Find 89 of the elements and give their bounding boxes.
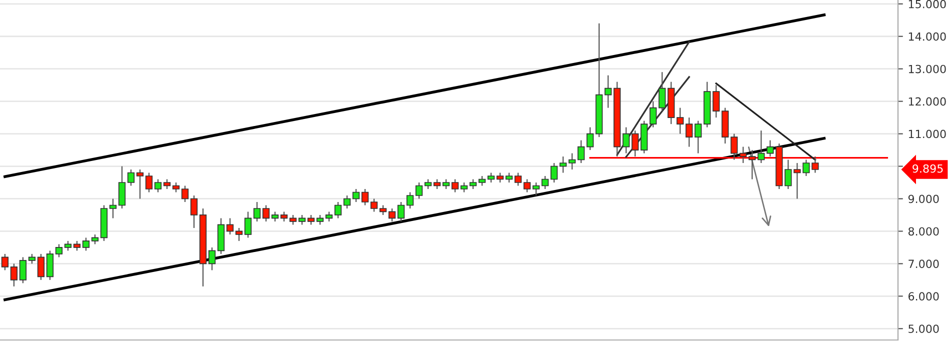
text: 9.895 (912, 164, 943, 173)
candlestick (226, 218, 234, 236)
candlestick (136, 168, 144, 200)
candlestick (325, 211, 333, 222)
y-tick-label: 5.000 (908, 324, 939, 334)
candlestick (784, 159, 792, 190)
candlestick (28, 253, 36, 264)
candlestick (271, 211, 279, 222)
candlestick (496, 172, 504, 184)
candlestick (514, 172, 522, 186)
candlestick (46, 250, 54, 280)
candlestick (586, 126, 594, 151)
candlestick (370, 198, 378, 212)
y-tick-label: 11.000 (908, 130, 946, 138)
candlestick (19, 256, 27, 284)
candlestick (604, 74, 612, 108)
candlestick (64, 240, 72, 252)
candlestick (452, 178, 459, 193)
candlestick (163, 178, 171, 190)
candlestick (748, 149, 756, 180)
candlestick (812, 156, 819, 174)
candlestick (298, 214, 306, 226)
candlestick (145, 172, 153, 193)
candlestick (676, 107, 684, 134)
candlestick (154, 178, 162, 193)
y-tick-label: 12.000 (908, 97, 946, 106)
candlestick (361, 188, 369, 206)
candlestick (397, 201, 405, 222)
candlestick (550, 162, 558, 184)
y-tick-label: 15.000 (908, 0, 946, 8)
y-tick-label: 6.000 (908, 292, 939, 301)
candlestick (190, 194, 198, 229)
candlestick (506, 172, 513, 184)
y-tick-label: 9.000 (908, 194, 939, 204)
candlestick (524, 178, 531, 193)
candlestick (37, 253, 45, 280)
candlestick (316, 214, 324, 226)
candlestick (478, 175, 486, 186)
candlestick (470, 178, 477, 190)
candlestick (109, 198, 117, 219)
candlestick (127, 168, 135, 186)
candlestick (488, 172, 495, 184)
candlestick (532, 182, 540, 196)
candlestick (406, 192, 414, 210)
y-tick-label: 14.000 (908, 32, 946, 41)
candlestick (1, 253, 9, 271)
candlestick (568, 152, 576, 170)
candlestick (424, 178, 432, 190)
candlestick (352, 188, 360, 203)
candlestick (460, 182, 468, 193)
candlestick (379, 204, 387, 216)
candlestick (730, 133, 738, 160)
candlestick (650, 100, 657, 128)
candlestick (740, 146, 747, 164)
candlestick (442, 178, 450, 190)
candlestick (118, 166, 126, 210)
candlestick (415, 182, 423, 200)
candlestick (388, 208, 396, 222)
candlestick (289, 214, 297, 226)
candlestick (10, 263, 18, 287)
candlestick (802, 159, 810, 177)
candlestick (172, 182, 180, 193)
candlestick (334, 201, 342, 219)
candlestick (73, 240, 81, 252)
candlestick (91, 234, 99, 245)
candlestick (181, 185, 189, 203)
candlestick (694, 120, 702, 154)
candlestick (262, 204, 270, 222)
candlestick (82, 237, 90, 252)
candlestick (280, 211, 288, 222)
candlestick (343, 194, 351, 210)
candlestick (542, 175, 549, 190)
candlestick (235, 227, 243, 242)
candlestick (766, 140, 774, 158)
candlestick (794, 162, 801, 200)
candlestick (244, 211, 252, 238)
y-tick-label: 8.000 (908, 227, 939, 236)
y-tick-label: 7.000 (908, 260, 939, 268)
candlestick (208, 246, 216, 271)
candlestick (712, 84, 720, 118)
candlestick (307, 214, 315, 226)
candlestick (55, 244, 63, 258)
candlestick (758, 130, 765, 164)
candlestick (686, 117, 693, 148)
candlestick (253, 201, 261, 222)
candlestick (434, 178, 441, 190)
candlestick (560, 156, 567, 174)
candlestick (578, 140, 585, 164)
y-tick-label: 13.000 (908, 64, 946, 74)
